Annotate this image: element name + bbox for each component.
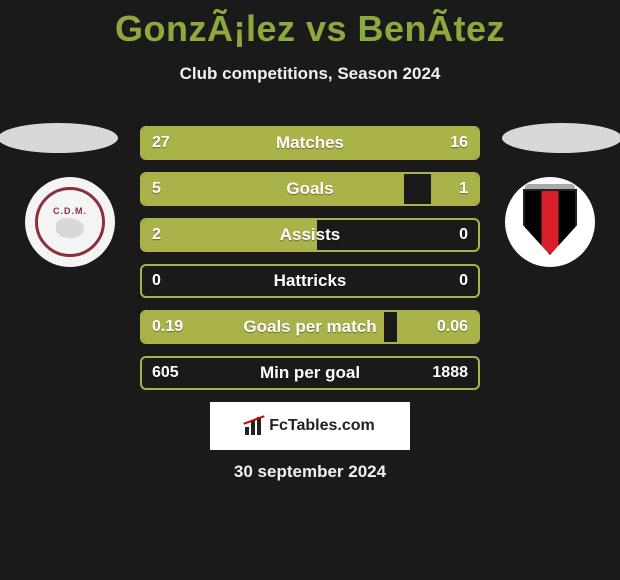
brand-label: FcTables.com xyxy=(269,417,375,435)
stat-value-right: 0 xyxy=(459,266,468,296)
stat-label: Assists xyxy=(142,220,478,250)
stat-row: 0.19 Goals per match 0.06 xyxy=(140,310,480,344)
stat-label: Goals xyxy=(142,174,478,204)
stat-value-right: 1 xyxy=(459,174,468,204)
stat-label: Hattricks xyxy=(142,266,478,296)
team-crest-right xyxy=(505,177,595,267)
stat-row: 0 Hattricks 0 xyxy=(140,264,480,298)
crest-left-letters: C.D.M. xyxy=(53,206,87,216)
stat-label: Min per goal xyxy=(142,358,478,388)
stat-row: 5 Goals 1 xyxy=(140,172,480,206)
stat-value-right: 1888 xyxy=(432,358,468,388)
page-subtitle: Club competitions, Season 2024 xyxy=(0,64,620,84)
stats-container: 27 Matches 16 5 Goals 1 2 Assists 0 0 Ha… xyxy=(140,126,480,390)
stat-row: 2 Assists 0 xyxy=(140,218,480,252)
crest-left-emblem xyxy=(56,218,84,238)
stat-row: 605 Min per goal 1888 xyxy=(140,356,480,390)
team-shadow-right xyxy=(502,123,620,153)
page-date: 30 september 2024 xyxy=(0,462,620,482)
brand-chart-icon xyxy=(245,417,263,435)
stat-value-right: 0.06 xyxy=(437,312,468,342)
stat-value-right: 0 xyxy=(459,220,468,250)
team-shadow-left xyxy=(0,123,118,153)
stat-label: Goals per match xyxy=(142,312,478,342)
brand-link[interactable]: FcTables.com xyxy=(210,402,410,450)
team-crest-left: C.D.M. xyxy=(25,177,115,267)
stat-value-right: 16 xyxy=(450,128,468,158)
page-title: GonzÃ¡lez vs BenÃ­tez xyxy=(0,0,620,50)
stat-label: Matches xyxy=(142,128,478,158)
crest-right-shield xyxy=(523,189,577,255)
stat-row: 27 Matches 16 xyxy=(140,126,480,160)
